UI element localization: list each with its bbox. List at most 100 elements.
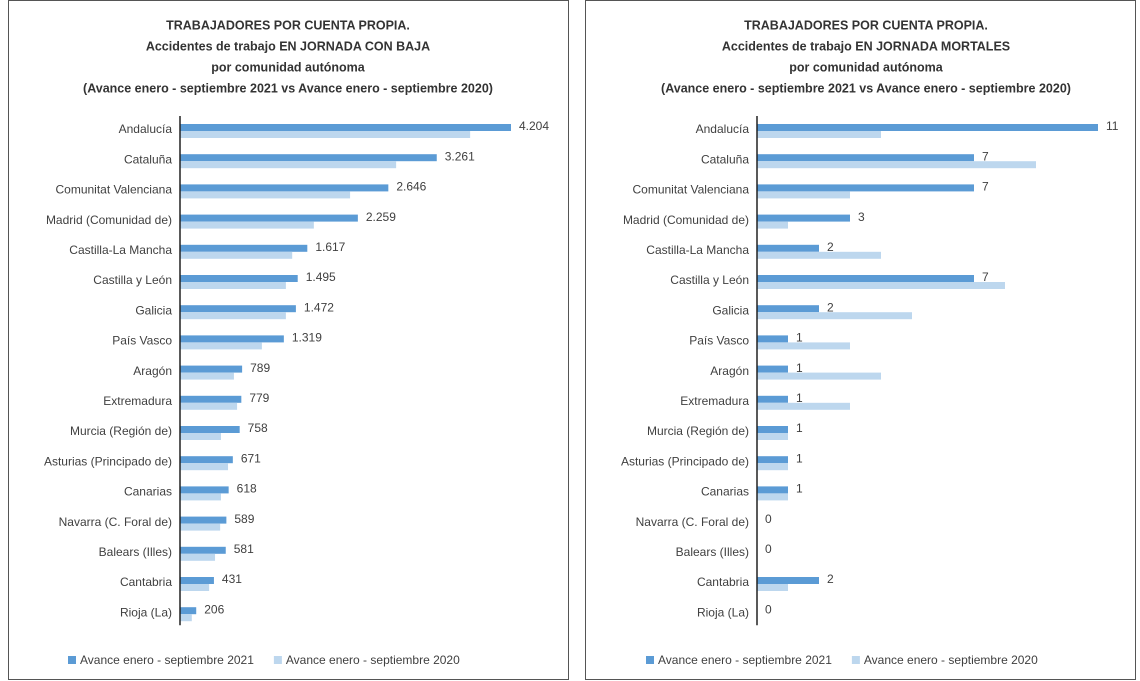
legend-swatch xyxy=(68,656,76,664)
category-label: Comunitat Valenciana xyxy=(55,183,172,197)
category-label: Madrid (Comunidad de) xyxy=(623,213,749,227)
value-label: 789 xyxy=(250,361,270,375)
value-label: 1 xyxy=(796,391,803,405)
category-label: Balears (Illes) xyxy=(676,545,749,559)
bar xyxy=(757,402,850,410)
legend-swatch xyxy=(273,656,282,664)
bar xyxy=(180,251,293,259)
value-label: 1.319 xyxy=(292,331,322,345)
bar xyxy=(757,244,819,252)
bar xyxy=(180,191,351,199)
bar xyxy=(757,305,819,313)
bar xyxy=(757,251,881,259)
legend-label: Avance enero - septiembre 2021 xyxy=(80,653,254,667)
bar xyxy=(757,456,788,464)
bar xyxy=(757,312,912,320)
value-label: 581 xyxy=(234,542,254,556)
bar xyxy=(180,365,243,373)
value-label: 589 xyxy=(234,512,254,526)
value-label: 0 xyxy=(765,512,772,526)
value-label: 3 xyxy=(858,210,865,224)
bar xyxy=(180,244,308,252)
value-label: 2 xyxy=(827,300,834,314)
bar xyxy=(180,433,221,440)
category-label: Rioja (La) xyxy=(697,605,749,619)
chart-title: por comunidad autónoma xyxy=(211,60,366,74)
bar xyxy=(180,456,233,464)
bar xyxy=(180,372,234,380)
value-label: 1 xyxy=(796,421,803,435)
bar xyxy=(180,124,511,131)
legend-swatch xyxy=(851,656,860,664)
bar xyxy=(757,184,974,192)
chart-title: por comunidad autónoma xyxy=(789,60,944,74)
bar xyxy=(180,214,358,222)
category-label: Aragón xyxy=(133,364,172,378)
category-label: Canarias xyxy=(124,485,172,499)
bar xyxy=(180,516,227,524)
bar xyxy=(180,426,240,433)
bar xyxy=(180,577,214,584)
bar xyxy=(757,221,788,229)
chart-title: TRABAJADORES POR CUENTA PROPIA. xyxy=(166,18,410,32)
category-label: Castilla y León xyxy=(93,273,172,287)
category-label: Cantabria xyxy=(697,575,749,589)
value-label: 1 xyxy=(796,482,803,496)
panel-left xyxy=(8,0,569,680)
category-label: País Vasco xyxy=(112,334,172,348)
value-label: 2 xyxy=(827,572,834,586)
bar xyxy=(180,161,397,169)
value-label: 4.204 xyxy=(519,119,549,133)
value-label: 0 xyxy=(765,542,772,556)
category-label: Castilla y León xyxy=(670,273,749,287)
bar xyxy=(757,493,788,501)
category-label: Murcia (Región de) xyxy=(70,424,172,438)
category-label: Castilla-La Mancha xyxy=(69,243,172,257)
legend-label: Avance enero - septiembre 2021 xyxy=(658,653,832,667)
category-label: Comunitat Valenciana xyxy=(632,183,749,197)
value-label: 206 xyxy=(204,602,224,616)
category-label: Cataluña xyxy=(701,152,749,166)
chart-title: (Avance enero - septiembre 2021 vs Avanc… xyxy=(83,81,493,95)
category-label: Asturias (Principado de) xyxy=(621,454,749,468)
bar xyxy=(757,335,788,343)
bar xyxy=(757,191,850,199)
bar xyxy=(757,395,788,403)
panel-right xyxy=(585,0,1136,680)
bar xyxy=(757,426,788,433)
bar xyxy=(180,282,286,289)
category-label: Andalucía xyxy=(119,122,173,136)
bar xyxy=(757,124,1098,131)
bar xyxy=(180,607,197,615)
value-label: 779 xyxy=(249,391,269,405)
category-label: Extremadura xyxy=(680,394,749,408)
bar xyxy=(180,221,314,229)
chart-title: TRABAJADORES POR CUENTA PROPIA. xyxy=(744,18,988,32)
bar xyxy=(180,154,437,162)
category-label: Murcia (Región de) xyxy=(647,424,749,438)
category-label: Navarra (C. Foral de) xyxy=(59,515,172,529)
category-label: Cataluña xyxy=(124,152,172,166)
bar xyxy=(757,131,881,138)
bar xyxy=(180,486,229,494)
category-label: País Vasco xyxy=(689,334,749,348)
bar xyxy=(757,433,788,440)
category-label: Galicia xyxy=(135,303,172,317)
bar xyxy=(180,553,216,561)
category-label: Balears (Illes) xyxy=(99,545,172,559)
bar xyxy=(757,372,881,380)
bar xyxy=(180,312,286,320)
legend-swatch xyxy=(646,656,654,664)
value-label: 2.646 xyxy=(396,180,426,194)
bar xyxy=(757,161,1036,169)
value-label: 2 xyxy=(827,240,834,254)
value-label: 2.259 xyxy=(366,210,396,224)
bar xyxy=(180,395,242,403)
bar xyxy=(757,584,788,591)
bar xyxy=(180,305,296,313)
category-label: Aragón xyxy=(710,364,749,378)
value-label: 1 xyxy=(796,451,803,465)
bar xyxy=(180,131,471,138)
category-label: Navarra (C. Foral de) xyxy=(636,515,749,529)
